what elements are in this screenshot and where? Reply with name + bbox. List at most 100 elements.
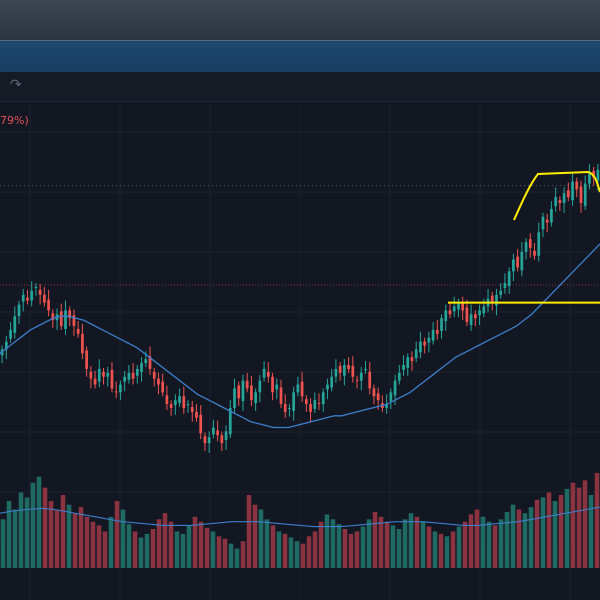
volume-bar [168,521,174,568]
price-change-label: 79%) [0,114,29,127]
candle-body [435,329,439,334]
candle-body [266,371,270,377]
volume-bar [528,507,534,568]
candle-body [575,181,579,190]
candle-body [195,411,198,418]
candle-body [558,200,562,204]
volume-bar [444,536,450,568]
candle-body [258,380,262,393]
candle-body [34,286,38,288]
candle-body [545,219,549,223]
volume-bar [432,531,438,568]
candle-body [131,372,135,379]
candle-body [254,392,257,404]
volume-bar [228,543,234,568]
volume-bar [546,492,552,568]
candle-body [495,294,498,306]
candle-body [317,403,321,405]
volume-bar [132,531,138,568]
volume-bar [276,531,282,568]
candle-body [68,310,72,319]
candle-body [47,299,50,311]
candle-body [262,368,266,378]
candle-body [423,341,426,346]
candle-body [148,356,152,369]
candle-body [13,316,17,333]
volume-bar [162,513,168,568]
volume-bar [510,504,516,568]
candle-body [461,302,465,311]
candle-body [448,310,452,315]
candle-body [528,239,532,248]
candle-body [562,193,566,204]
volume-bar [372,511,378,568]
volume-bar [282,533,288,568]
volume-bar [324,514,330,568]
candle-body [51,313,55,321]
volume-bar [504,511,510,568]
candle-body [26,297,29,301]
candle-body [241,380,245,402]
candle-body [212,427,215,435]
redo-icon[interactable]: ↷ [10,77,22,93]
candle-body [30,290,34,301]
candle-body [571,181,574,201]
volume-bar [402,519,408,568]
volume-bar [12,509,18,568]
volume-bar [384,521,390,568]
candle-body [292,392,296,411]
volume-bar [96,525,102,568]
candle-body [596,169,600,181]
candle-body [288,407,291,409]
candle-body [85,350,88,369]
candle-body [309,404,312,412]
candle-body [216,430,219,436]
candle-body [499,290,503,295]
volume-bar [222,538,228,568]
candle-body [372,388,376,397]
candle-body [343,365,346,376]
candle-body [89,371,93,379]
volume-bar [570,482,576,568]
candle-body [579,186,583,204]
candle-body [135,368,139,376]
candle-body [165,395,169,405]
window-title-bar [0,0,600,40]
volume-bar [438,533,444,568]
candle-body [566,190,570,198]
candle-body [152,371,156,379]
candle-body [43,294,46,303]
candle-body [275,384,279,390]
volume-bar [366,519,372,568]
candle-body [203,436,207,444]
candle-body [469,314,473,326]
candle-body [21,294,25,302]
volume-bar [198,521,204,568]
candle-body [313,400,317,409]
volume-bar [84,516,90,568]
volume-bar [78,507,84,568]
price-chart[interactable] [0,102,600,600]
candle-body [97,368,101,382]
candle-body [114,391,118,393]
candle-body [237,385,241,399]
candle-body [220,435,224,444]
volume-bar [582,480,588,568]
candle-body [385,404,388,408]
volume-bar [588,494,594,568]
candle-body [541,216,545,230]
volume-bar [354,531,360,568]
volume-bar [18,492,24,568]
candle-body [300,381,304,397]
volume-bar [558,494,564,568]
candle-body [106,372,110,377]
candle-body [224,431,228,441]
volume-bar [192,516,198,568]
candle-body [233,388,236,408]
volume-bar [252,504,258,568]
candle-body [440,318,443,331]
volume-bar [378,516,384,568]
candle-body [186,404,190,406]
volume-bar [72,513,78,568]
candle-body [554,197,557,206]
